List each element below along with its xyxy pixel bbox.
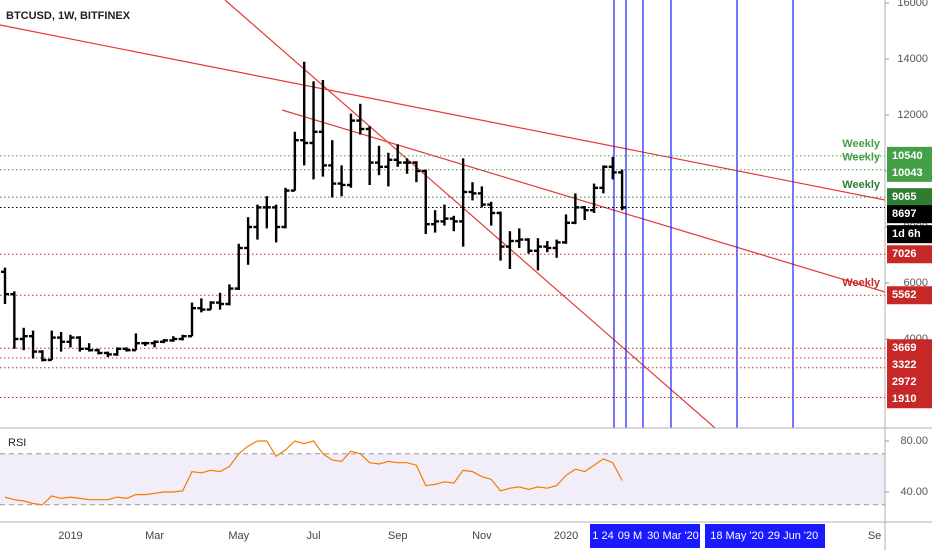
level-label-bg — [887, 286, 932, 305]
level-note: Weekly — [842, 179, 881, 191]
x-tick-label: Se — [868, 530, 881, 542]
date-marker-label: 09 M — [618, 530, 642, 542]
level-label: 1910 — [892, 393, 916, 405]
date-marker-label: 1 24 — [592, 530, 613, 542]
level-label-bg — [887, 146, 932, 165]
x-tick-label: 2019 — [58, 530, 82, 542]
y-tick-label: 6000 — [904, 277, 928, 289]
date-marker-label: 30 Mar '20 — [647, 530, 699, 542]
date-marker-box — [705, 524, 825, 548]
rsi-label: RSI — [8, 437, 26, 449]
countdown: 1d 6h — [892, 228, 921, 240]
x-tick-label: Jul — [307, 530, 321, 542]
level-label: 8697 — [892, 208, 916, 220]
date-marker-box — [590, 524, 700, 548]
level-label-bg — [887, 373, 932, 392]
level-label-bg — [887, 390, 932, 409]
date-marker-label: 18 May '20 — [710, 530, 763, 542]
level-label-bg — [887, 163, 932, 182]
level-label: 3322 — [892, 359, 916, 371]
chart-title: BTCUSD, 1W, BITFINEX — [6, 10, 131, 22]
y-tick-label: 16000 — [897, 0, 928, 9]
vertical-lines — [613, 0, 794, 428]
y-tick-label: 14000 — [897, 53, 928, 65]
x-tick-label: May — [228, 530, 249, 542]
rsi-tick-label: 80.00 — [900, 435, 928, 447]
trend-line — [281, 109, 885, 293]
level-label-bg — [887, 245, 932, 264]
level-label: 10043 — [892, 167, 923, 179]
x-tick-label: Mar — [145, 530, 164, 542]
level-note: Weekly — [842, 277, 881, 289]
level-label: 10540 — [892, 150, 923, 162]
level-label: 7026 — [892, 248, 916, 260]
x-tick-label: Nov — [472, 530, 492, 542]
level-label: 5562 — [892, 289, 916, 301]
level-label-bg — [887, 188, 932, 207]
trend-line — [224, 0, 716, 428]
y-tick-label: 12000 — [897, 109, 928, 121]
x-tick-label: 2020 — [554, 530, 578, 542]
level-label-bg — [887, 339, 932, 358]
level-note: Weekly — [842, 138, 881, 150]
level-label: 3669 — [892, 342, 916, 354]
date-marker-label: 29 Jun '20 — [768, 530, 818, 542]
rsi-band — [0, 453, 885, 505]
countdown-bg — [887, 225, 932, 244]
level-label: 9065 — [892, 191, 916, 203]
level-label-bg — [887, 356, 932, 375]
x-tick-label: Sep — [388, 530, 408, 542]
level-label: 2972 — [892, 376, 916, 388]
level-label-bg — [887, 205, 932, 224]
rsi-tick-label: 40.00 — [900, 486, 928, 498]
ohlc-bars — [1, 61, 627, 362]
level-note: Weekly — [842, 152, 881, 164]
rsi-line — [4, 440, 623, 506]
